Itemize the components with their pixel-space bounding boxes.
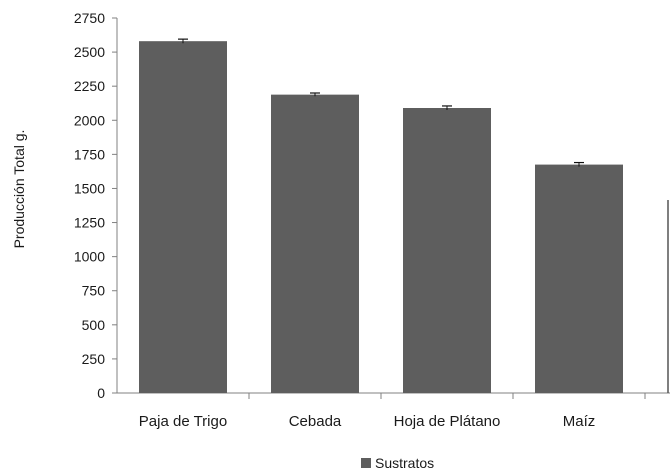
y-tick-label: 500 [82, 317, 106, 333]
bar [535, 164, 623, 393]
y-tick-label: 1750 [74, 146, 105, 162]
x-category-label: Cebada [289, 413, 342, 430]
y-tick-label: 250 [82, 351, 106, 367]
legend: Sustratos [361, 455, 434, 471]
labels: 0 250 500 750 1000 1250 1500 1750 2000 2250 2500 27… [74, 10, 595, 430]
legend-swatch [361, 458, 371, 468]
bars [139, 38, 623, 394]
bar [271, 94, 359, 394]
y-tick-label: 1250 [74, 215, 105, 231]
bar [139, 41, 227, 393]
legend-label: Sustratos [375, 455, 434, 471]
x-category-label: Hoja de Plátano [394, 413, 501, 430]
y-tick-label: 2500 [74, 44, 105, 60]
y-axis-title: Producción Total g. [11, 130, 27, 249]
y-tick-label: 750 [82, 283, 106, 299]
x-category-label: Paja de Trigo [139, 413, 227, 430]
y-tick-label: 0 [97, 385, 105, 401]
y-tick-label: 1500 [74, 180, 105, 196]
y-tick-label: 2250 [74, 78, 105, 94]
x-category-label: Maíz [563, 413, 596, 430]
bar [403, 108, 491, 393]
y-tick-label: 1000 [74, 249, 105, 265]
y-tick-label: 2000 [74, 112, 105, 128]
y-tick-label: 2750 [74, 10, 105, 26]
